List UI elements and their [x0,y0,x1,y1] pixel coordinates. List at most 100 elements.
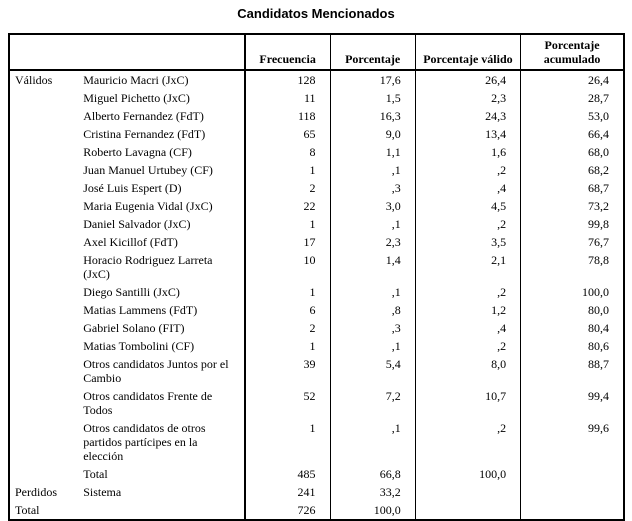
value-cell: ,1 [329,283,416,301]
value-cell: 485 [243,465,331,483]
row-label: Matias Tombolini (CF) [83,339,195,353]
table-row: Diego Santilli (JxC) 1,1,2 100,0 [9,283,624,301]
value-cell: 17 [243,233,331,251]
value-cell: ,3 [329,179,416,197]
value-cell: 2 [243,179,331,197]
table-row: Total 726 100,0 [9,501,624,520]
row-label: Sistema [83,485,122,499]
table-row: Horacio Rodriguez Larreta (JxC) 10 1,4 2,1 7… [9,251,624,283]
value-cell: 53,0 [520,107,624,125]
row-label: Mauricio Macri (JxC) [83,73,189,87]
value-cell: 6 [243,301,331,319]
table-row: Alberto Fernandez (FdT) 118 16,3 24,3 53,0 [9,107,624,125]
table-title: Candidatos Mencionados [237,6,395,21]
value-cell: 1 [243,283,331,301]
row-label: Alberto Fernandez (FdT) [83,109,204,123]
value-cell: ,1 [329,215,416,233]
value-cell: 99,8 [520,215,624,233]
value-cell: 100,0 [414,465,521,483]
row-label: Horacio Rodriguez Larreta (JxC) [83,253,213,281]
value-cell: ,2 [414,283,521,301]
value-cell: 1,5 [329,89,416,107]
value-cell: 1 [243,337,331,355]
table-header: Frecuencia Porcentaje Porcentaje válido … [9,34,624,70]
table-row: Válidos Mauricio Macri (JxC) 128 17,6 26,4 26… [9,70,624,89]
value-cell: 8 [243,143,331,161]
value-cell: 7,2 [329,387,416,419]
value-cell: 68,2 [520,161,624,179]
value-cell: 10,7 [414,387,521,419]
value-cell: 2,3 [329,233,416,251]
table-row: Total 485 66,8 100,0 [9,465,624,483]
value-cell: 78,8 [520,251,624,283]
group-label: Válidos [15,73,53,87]
table-row: Otros candidatos Juntos por el Cambio 39 5… [9,355,624,387]
value-cell: 1 [243,161,331,179]
value-cell: 80,0 [520,301,624,319]
table-row: Matias Lammens (FdT) 6,8 1,2 80,0 [9,301,624,319]
value-cell: 68,7 [520,179,624,197]
row-label: Otros candidatos Juntos por el Cambio [83,357,229,385]
table-row: Axel Kicillof (FdT) 17 2,3 3,5 76,7 [9,233,624,251]
value-cell: 1,1 [329,143,416,161]
value-cell: 80,6 [520,337,624,355]
table-row: Maria Eugenia Vidal (JxC) 22 3,0 4,5 73,2 [9,197,624,215]
value-cell: 39 [243,355,331,387]
row-label: Juan Manuel Urtubey (CF) [83,163,213,177]
value-cell: ,2 [414,161,521,179]
column-header-frecuencia: Frecuencia [243,34,331,70]
value-cell: 1 [243,215,331,233]
value-cell: 66,8 [329,465,416,483]
value-cell: ,1 [329,419,416,465]
value-cell: 100,0 [329,501,416,520]
value-cell: 65 [243,125,331,143]
group-label: Total [15,503,40,517]
value-cell: ,2 [414,337,521,355]
value-cell: 9,0 [329,125,416,143]
table-row: Miguel Pichetto (JxC) 11 1,5 2,3 28,7 [9,89,624,107]
value-cell: 2 [243,319,331,337]
table-row: Cristina Fernandez (FdT) 65 9,0 13,4 66,4 [9,125,624,143]
table-row: Perdidos Sistema 241 33,2 [9,483,624,501]
value-cell: 22 [243,197,331,215]
stub-header-cell [9,34,245,70]
value-cell: 99,4 [520,387,624,419]
value-cell: 76,7 [520,233,624,251]
table-row: Juan Manuel Urtubey (CF) 1,1,2 68,2 [9,161,624,179]
value-cell: ,4 [414,319,521,337]
value-cell: 26,4 [520,70,624,89]
value-cell: 128 [243,70,331,89]
value-cell: 118 [243,107,331,125]
value-cell: 10 [243,251,331,283]
value-cell: 13,4 [414,125,521,143]
value-cell: 11 [243,89,331,107]
group-label: Perdidos [15,485,57,499]
value-cell: 80,4 [520,319,624,337]
value-cell: 99,6 [520,419,624,465]
value-cell: 726 [243,501,331,520]
value-cell: 4,5 [414,197,521,215]
table-row: Daniel Salvador (JxC) 1,1,2 99,8 [9,215,624,233]
value-cell: 2,3 [414,89,521,107]
table-row: Roberto Lavagna (CF) 8 1,1 1,6 68,0 [9,143,624,161]
table-row: Otros candidatos Frente de Todos 52 7,2 10,… [9,387,624,419]
value-cell: 33,2 [329,483,416,501]
value-cell [520,483,624,501]
row-label: Matias Lammens (FdT) [83,303,198,317]
column-header-porcentaje: Porcentaje [329,34,416,70]
value-cell: ,8 [329,301,416,319]
value-cell: 5,4 [329,355,416,387]
value-cell: ,4 [414,179,521,197]
value-cell: 1,4 [329,251,416,283]
row-label: Cristina Fernandez (FdT) [83,127,206,141]
header-row: Frecuencia Porcentaje Porcentaje válido … [9,34,624,70]
row-label: Diego Santilli (JxC) [83,285,180,299]
row-label: Axel Kicillof (FdT) [83,235,178,249]
value-cell: 66,4 [520,125,624,143]
frequency-table: Frecuencia Porcentaje Porcentaje válido … [8,33,625,521]
value-cell [520,465,624,483]
value-cell: 241 [243,483,331,501]
table-row: José Luis Espert (D) 2,3,4 68,7 [9,179,624,197]
value-cell: 24,3 [414,107,521,125]
